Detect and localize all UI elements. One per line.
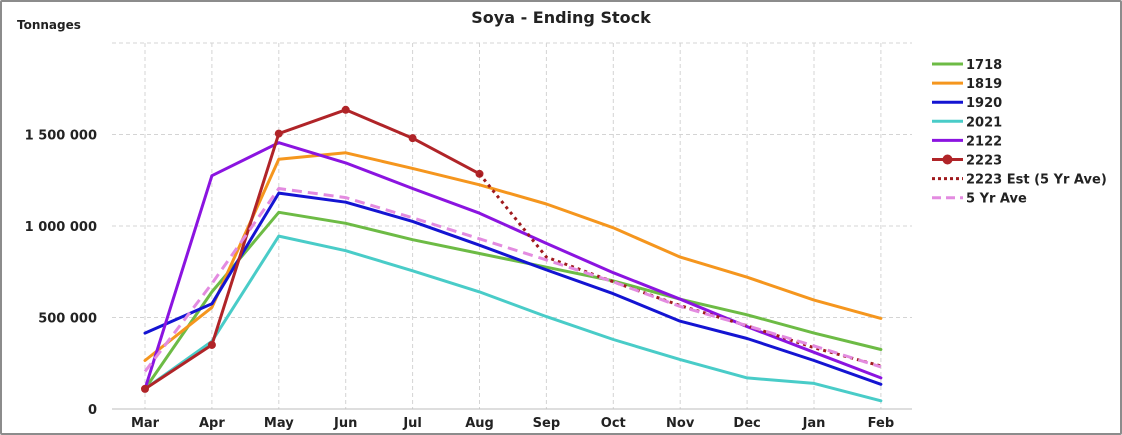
x-tick-label: Mar <box>131 416 160 431</box>
x-tick-label: Dec <box>733 416 760 431</box>
y-tick-label: 500 000 <box>38 312 97 327</box>
legend-label: 1718 <box>966 58 1002 73</box>
legend-label: 1920 <box>966 96 1002 111</box>
series-line-2021 <box>143 234 883 403</box>
series-line-5-yr-ave <box>143 187 882 373</box>
x-tick-label: Apr <box>199 416 225 431</box>
x-tick-label: May <box>264 416 294 431</box>
y-tick-label: 1 000 000 <box>25 220 97 235</box>
data-point <box>274 129 283 138</box>
legend-label: 1819 <box>966 77 1002 92</box>
legend-label: 5 Yr Ave <box>966 192 1027 207</box>
data-point <box>341 105 350 114</box>
x-tick-labels: Mar Apr May Jun Jul Aug Sep Oct Nov Dec Jan Feb <box>131 416 894 431</box>
x-tick-label: Sep <box>533 416 561 431</box>
series-line-2223 <box>143 108 481 391</box>
legend-label: 2122 <box>966 134 1002 149</box>
data-point <box>141 384 149 393</box>
x-tick-label: Jul <box>402 416 422 431</box>
series-line-1920 <box>143 191 883 386</box>
y-tick-label: 0 <box>88 403 97 418</box>
series-lines <box>141 105 883 403</box>
series-line-1819 <box>143 151 883 362</box>
legend-label: 2223 <box>966 154 1002 169</box>
x-tick-label: Jan <box>802 416 826 431</box>
x-tick-label: Jun <box>333 416 357 431</box>
y-tick-labels: 0 500 000 1 000 000 1 500 000 <box>25 129 97 419</box>
x-tick-label: Aug <box>465 416 494 431</box>
x-tick-label: Nov <box>666 416 695 431</box>
x-tick-label: Feb <box>868 416 894 431</box>
legend-label: 2021 <box>966 115 1002 130</box>
legend: 1718 1819 1920 2021 2122 2223 2223 Est (5 Yr A… <box>932 58 1107 207</box>
series-line-2122 <box>143 141 883 391</box>
chart-title: Soya - Ending Stock <box>471 8 651 27</box>
data-point <box>408 134 417 143</box>
y-tick-label: 1 500 000 <box>25 129 97 144</box>
legend-marker <box>942 154 953 165</box>
x-tick-label: Oct <box>601 416 626 431</box>
series-line-2223-est-5-yr-ave- <box>478 172 882 368</box>
legend-label: 2223 Est (5 Yr Ave) <box>966 173 1107 188</box>
series-line-1718 <box>143 210 883 391</box>
y-axis-label: Tonnages <box>17 18 81 32</box>
data-point <box>207 340 216 349</box>
